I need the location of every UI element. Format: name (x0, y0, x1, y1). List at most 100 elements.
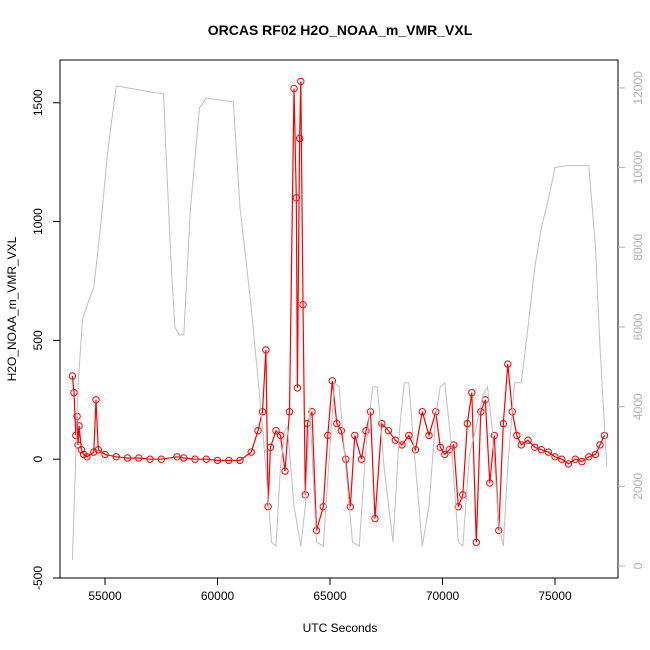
series-0-point-89 (551, 453, 559, 461)
series-0-point-0 (68, 372, 77, 380)
y-axis-label: H2O_NOAA_m_VMR_VXL (5, 236, 19, 381)
series-0-point-12 (101, 450, 109, 459)
series-0-point-35 (290, 84, 298, 93)
series-0-point-19 (180, 454, 188, 462)
series-0-point-58 (384, 427, 393, 435)
series-0-point-8 (83, 453, 91, 461)
series-0-point-34 (285, 408, 294, 416)
series-0-point-72 (463, 419, 471, 428)
series-0-point-93 (578, 457, 586, 466)
series-0-point-37 (293, 384, 302, 392)
series-0-point-27 (258, 408, 267, 416)
y-tick-label-0: -500 (31, 566, 45, 590)
series-0-point-10 (92, 396, 100, 404)
series-0-point-24 (236, 456, 244, 465)
y2-tick-label-2: 4000 (631, 393, 645, 420)
series-0-point-78 (490, 431, 498, 440)
y2-tick-label-3: 6000 (631, 313, 645, 340)
series-0-point-54 (362, 427, 370, 435)
series-0-point-14 (123, 454, 132, 462)
series-0-point-90 (558, 455, 566, 463)
series-0-point-4 (74, 441, 82, 449)
chart-title: ORCAS RF02 H2O_NOAA_m_VMR_VXL (208, 22, 473, 38)
series-0-point-28 (262, 346, 270, 354)
series-0-point-11 (94, 446, 103, 454)
series-0-point-80 (499, 419, 507, 428)
series-0-point-22 (213, 456, 222, 465)
series-0-point-52 (351, 431, 359, 440)
series-0-point-73 (468, 389, 476, 397)
series-0-point-86 (531, 443, 539, 451)
series-0-point-56 (371, 514, 379, 523)
series-0-point-2 (72, 431, 80, 440)
series-0-point-25 (247, 448, 255, 456)
y2-tick-label-5: 10000 (631, 151, 645, 185)
series-0-point-20 (191, 455, 199, 463)
series-0-point-83 (513, 431, 521, 440)
series-0-point-38 (295, 134, 304, 143)
series-0-point-85 (524, 436, 532, 444)
y2-tick-label-6: 12000 (631, 71, 645, 105)
series-0-point-51 (346, 503, 354, 511)
series-0-point-43 (308, 408, 316, 416)
series-0-point-63 (418, 408, 426, 416)
series-0-point-17 (157, 455, 166, 463)
series-0-point-21 (202, 455, 211, 463)
series-0-point-71 (459, 491, 467, 499)
series-0-point-47 (328, 377, 336, 385)
y-tick-label-2: 500 (31, 330, 45, 350)
series-0-point-36 (292, 194, 300, 202)
plot-frame (59, 59, 619, 579)
x-tick-label-3: 70000 (426, 589, 460, 603)
series-1-line (71, 85, 608, 561)
series-0-point-75 (477, 408, 485, 416)
y-axis: -500 0 500 1000 1500 (31, 89, 60, 590)
series-0-point-96 (596, 441, 604, 449)
y2-tick-label-4: 8000 (631, 234, 645, 261)
series-0-point-13 (112, 453, 121, 461)
series-0-point-33 (281, 467, 289, 475)
series-0-point-40 (299, 301, 307, 309)
series-0-point-16 (146, 455, 154, 463)
series-0-point-26 (254, 427, 262, 435)
series-0-point-74 (472, 538, 480, 547)
series-0-point-67 (441, 450, 449, 459)
x-tick-label-1: 60000 (201, 589, 235, 603)
series-0-point-92 (571, 455, 579, 463)
x-tick-label-2: 65000 (313, 589, 347, 603)
series-0-point-9 (90, 448, 98, 456)
series-0-point-91 (564, 460, 573, 468)
y-tick-label-3: 1000 (31, 208, 45, 235)
series-0-point-18 (173, 453, 181, 461)
series-0-point-62 (411, 446, 420, 454)
series-0-point-39 (297, 77, 305, 86)
y-tick-label-1: 0 (31, 456, 45, 463)
series-0-point-95 (591, 450, 600, 459)
y2-tick-label-0: 0 (631, 562, 645, 569)
series-0-point-70 (454, 503, 462, 511)
series-0-point-84 (517, 441, 525, 449)
series-0-point-69 (450, 441, 458, 449)
series-0-point-81 (504, 360, 512, 368)
series-0-point-45 (319, 503, 327, 511)
series-0-point-64 (425, 431, 433, 440)
series-0-point-61 (405, 431, 413, 440)
series-0-point-49 (337, 427, 345, 435)
series-0-point-6 (77, 446, 86, 454)
y2-axis: 0 2000 4000 6000 8000 10000 12000 (618, 71, 645, 569)
series-0-point-66 (436, 443, 444, 451)
series-0-point-1 (70, 389, 78, 397)
x-tick-label-4: 75000 (538, 589, 572, 603)
series-0-point-23 (225, 456, 233, 465)
series-0-point-87 (537, 446, 546, 454)
series-layer (68, 77, 609, 561)
series-0-line (71, 81, 606, 543)
y2-tick-label-1: 2000 (631, 473, 645, 500)
series-0-point-5 (75, 422, 83, 430)
series-0-point-68 (445, 446, 453, 454)
x-axis: 55000 60000 65000 70000 75000 (88, 578, 572, 603)
series-0-point-77 (486, 479, 494, 487)
series-0-point-31 (272, 427, 280, 435)
series-0-point-48 (333, 419, 341, 428)
